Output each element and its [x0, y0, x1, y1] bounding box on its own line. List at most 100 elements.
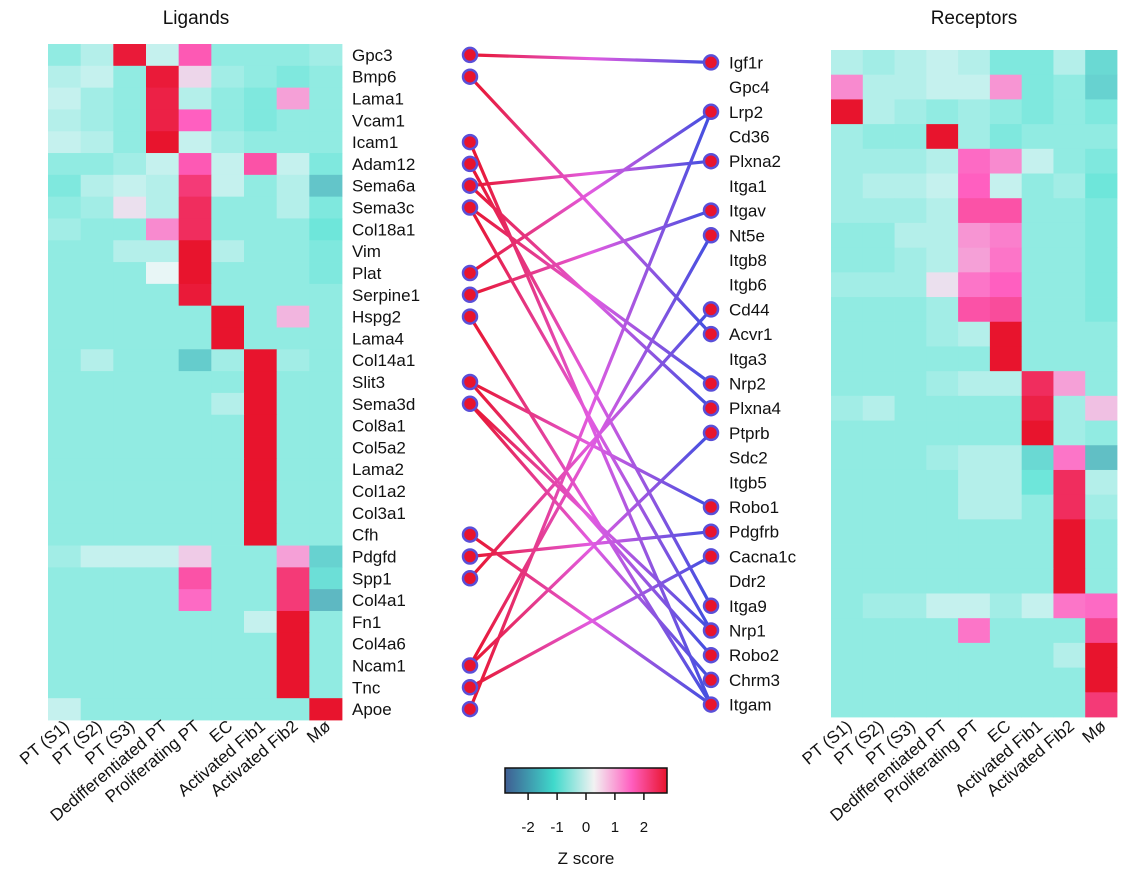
ligand-heatmap-cell [113, 523, 147, 546]
ligand-dot [461, 679, 479, 696]
receptor-heatmap-cell [1085, 198, 1118, 224]
receptor-label: Plxna2 [729, 152, 781, 171]
ligand-label: Vcam1 [352, 111, 405, 130]
ligand-heatmap-cell [276, 349, 310, 372]
ligand-heatmap-cell [48, 44, 82, 67]
ligand-heatmap-cell [80, 44, 114, 67]
receptor-heatmap-cell [958, 618, 991, 644]
ligand-heatmap-cell [309, 196, 343, 219]
receptor-heatmap-cell [1021, 395, 1054, 421]
ligand-heatmap-cell [113, 392, 147, 416]
ligand-heatmap-cell [113, 632, 147, 655]
interaction-link [468, 233, 713, 668]
ligand-label: Gpc3 [352, 46, 393, 65]
receptor-heatmap-cell [958, 420, 991, 446]
ligand-heatmap-cell [211, 262, 245, 285]
ligand-heatmap-cell [113, 196, 147, 219]
ligand-heatmap-cell [244, 654, 278, 677]
ligand-heatmap-cell [276, 283, 310, 307]
receptor-label: Pdgfrb [729, 523, 779, 542]
ligand-heatmap-cell [211, 480, 245, 503]
receptor-heatmap-cell [926, 568, 959, 594]
ligand-heatmap-cell [244, 174, 278, 198]
ligand-heatmap-cell [113, 480, 147, 503]
receptor-heatmap-cell [958, 124, 991, 150]
ligand-heatmap-cell [48, 196, 82, 219]
ligand-heatmap-cell [146, 545, 180, 568]
ligand-heatmap-cell [178, 676, 212, 699]
ligand-heatmap-cell [113, 501, 147, 525]
ligand-heatmap-cell [113, 698, 147, 721]
receptor-label: Itgb5 [729, 473, 767, 492]
ligand-heatmap-cell [48, 436, 82, 459]
receptor-heatmap-cell [1085, 173, 1118, 199]
ligand-heatmap-cell [48, 501, 82, 525]
ligand-heatmap-cell [146, 458, 180, 481]
receptor-heatmap-cell [894, 74, 927, 100]
receptor-heatmap-cell [862, 568, 895, 594]
ligand-heatmap-cell [178, 654, 212, 677]
colorbar-title: Z score [558, 849, 615, 868]
receptor-dot [702, 103, 720, 121]
ligand-heatmap-cell [48, 589, 82, 612]
ligand-heatmap-cell [211, 458, 245, 481]
ligand-heatmap-cell [178, 109, 212, 132]
receptor-label: Itgb6 [729, 276, 767, 295]
ligand-heatmap-cell [309, 65, 343, 89]
receptor-dot [702, 399, 720, 417]
ligand-heatmap-cell [276, 458, 310, 481]
receptor-label: Itga3 [729, 350, 767, 369]
receptor-dot [702, 301, 720, 318]
interaction-dots [461, 46, 720, 718]
ligand-heatmap-cell [80, 349, 114, 372]
ligand-heatmap-cell [146, 392, 180, 416]
receptor-heatmap-cell [989, 618, 1023, 644]
receptor-label: Robo2 [729, 646, 779, 665]
ligand-label: Cfh [352, 526, 378, 545]
receptor-heatmap-cell [989, 297, 1023, 323]
ligand-heatmap-cell [211, 240, 245, 263]
receptor-heatmap-cell [989, 667, 1023, 693]
ligand-heatmap-cell [113, 283, 147, 307]
ligand-heatmap-cell [48, 218, 82, 241]
receptor-column-label: Mø [1079, 717, 1110, 747]
receptor-heatmap-cell [1021, 544, 1054, 570]
ligand-heatmap-cell [244, 480, 278, 503]
interaction-link [468, 402, 713, 633]
receptor-heatmap-cell [958, 519, 991, 545]
receptor-heatmap-cell [989, 568, 1023, 594]
ligand-heatmap-cell [80, 414, 114, 437]
ligand-heatmap-cell [146, 174, 180, 198]
ligand-heatmap-cell [309, 218, 343, 241]
receptor-label: Nt5e [729, 226, 765, 245]
interaction-link [468, 53, 713, 65]
receptor-heatmap-cell [1053, 469, 1086, 496]
receptor-heatmap-cell [989, 50, 1023, 76]
ligand-heatmap-cell [244, 698, 278, 721]
ligand-heatmap-cell [309, 349, 343, 372]
ligand-label: Serpine1 [352, 286, 420, 305]
receptor-heatmap-cell [1053, 346, 1086, 372]
receptor-dot [702, 597, 720, 615]
ligand-heatmap-cell [211, 654, 245, 677]
receptor-heatmap-cell [1053, 371, 1086, 397]
receptor-heatmap-cell [1053, 692, 1086, 718]
receptor-heatmap-cell [1053, 198, 1086, 224]
ligand-heatmap-cell [80, 698, 114, 721]
ligand-heatmap-cell [211, 349, 245, 372]
ligand-heatmap-cell [146, 589, 180, 612]
ligand-heatmap-cell [80, 283, 114, 307]
ligand-dot [461, 548, 479, 565]
receptor-heatmap-cell [1021, 494, 1054, 520]
ligand-heatmap-cell [178, 305, 212, 328]
ligand-heatmap-cell [48, 632, 82, 655]
receptor-heatmap-cell [894, 321, 927, 347]
receptor-heatmap-cell [1085, 247, 1118, 273]
ligand-heatmap-cell [113, 610, 147, 634]
receptor-heatmap-cell [926, 247, 959, 273]
ligand-heatmap-cell [276, 305, 310, 328]
ligand-heatmap-cell [309, 676, 343, 699]
ligand-heatmap-cell [276, 632, 310, 655]
receptor-heatmap-cell [894, 247, 927, 273]
ligand-heatmap-cell [113, 458, 147, 481]
